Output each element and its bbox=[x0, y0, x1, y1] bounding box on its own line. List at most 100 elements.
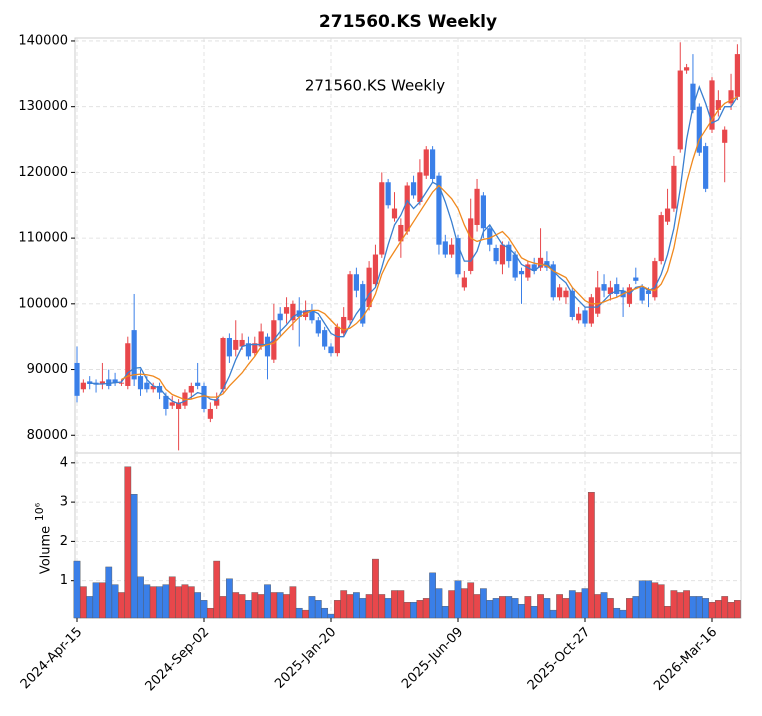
candle-body bbox=[474, 188, 480, 225]
volume-bar bbox=[683, 590, 690, 619]
y-tick-label: 80000 bbox=[27, 428, 68, 443]
volume-bar bbox=[410, 602, 417, 619]
volume-bar bbox=[505, 596, 513, 619]
volume-bar bbox=[365, 594, 373, 619]
x-tick-label: 2025-Jun-09 bbox=[399, 625, 466, 692]
volume-bar bbox=[575, 592, 583, 619]
volume-bar bbox=[391, 590, 398, 619]
candle-body bbox=[201, 385, 207, 409]
candle-body bbox=[715, 100, 721, 110]
volume-bar bbox=[289, 586, 297, 619]
y-tick-label: 110000 bbox=[18, 231, 68, 246]
candle-body bbox=[169, 402, 175, 406]
volume-bar bbox=[302, 609, 309, 619]
volume-bar bbox=[86, 596, 94, 619]
candle-body bbox=[220, 337, 226, 390]
candle-body bbox=[150, 385, 156, 390]
volume-bar bbox=[137, 576, 144, 619]
candle-body bbox=[226, 337, 232, 357]
candle-body bbox=[677, 70, 683, 150]
volume-bar bbox=[638, 580, 646, 619]
volume-bar bbox=[206, 607, 214, 619]
candle-body bbox=[468, 218, 474, 271]
candle-body bbox=[690, 83, 696, 110]
candle-body bbox=[391, 208, 398, 219]
candle-body bbox=[112, 379, 118, 383]
y-tick-label: 130000 bbox=[18, 99, 68, 114]
volume-bar bbox=[124, 466, 132, 619]
candle-body bbox=[118, 382, 125, 384]
candle-body bbox=[696, 106, 702, 153]
candle-body bbox=[550, 264, 556, 298]
candle-body bbox=[664, 208, 671, 222]
candle-body bbox=[576, 313, 582, 321]
candle-body bbox=[264, 336, 271, 357]
volume-bar bbox=[257, 594, 265, 619]
volume-bar bbox=[670, 590, 678, 619]
candle-body bbox=[214, 399, 220, 406]
volume-bar bbox=[270, 592, 278, 619]
volume-bar bbox=[162, 584, 170, 619]
candle-body bbox=[99, 381, 105, 384]
y-tick-label: 120000 bbox=[18, 165, 68, 180]
volume-bar bbox=[626, 598, 633, 619]
y-tick-label: 100000 bbox=[18, 296, 68, 311]
candle-body bbox=[328, 346, 334, 354]
candle-body bbox=[607, 287, 613, 294]
volume-bar bbox=[651, 582, 659, 619]
candle-body bbox=[442, 241, 448, 255]
volume-axis-title: Volume 10⁶ bbox=[33, 502, 54, 574]
x-tick-label: 2024-Apr-15 bbox=[18, 625, 85, 692]
volume-bar bbox=[321, 607, 329, 619]
volume-bar bbox=[118, 592, 125, 619]
volume-bar bbox=[187, 586, 195, 619]
candle-body bbox=[207, 408, 213, 419]
volume-bar bbox=[143, 584, 151, 619]
volume-bar bbox=[200, 600, 208, 619]
volume-bar bbox=[111, 584, 119, 619]
candle-body bbox=[322, 330, 328, 347]
volume-bar bbox=[568, 590, 576, 619]
candle-body bbox=[684, 67, 690, 71]
volume-bar bbox=[340, 590, 348, 619]
volume-bar bbox=[702, 598, 710, 619]
candle-body bbox=[385, 182, 391, 206]
candle-body bbox=[734, 54, 740, 97]
volume-bar bbox=[92, 582, 100, 619]
candle-body bbox=[461, 277, 467, 288]
candle-body bbox=[639, 287, 645, 301]
candle-body bbox=[531, 264, 537, 271]
candle-body bbox=[480, 195, 486, 229]
candle-body bbox=[537, 257, 544, 268]
volume-bar bbox=[441, 606, 449, 619]
volume-bar bbox=[156, 586, 163, 619]
candle-body bbox=[493, 247, 499, 262]
price-panel bbox=[74, 37, 742, 454]
candle-body bbox=[430, 149, 436, 179]
candle-body bbox=[709, 80, 715, 130]
volume-bar bbox=[181, 584, 189, 619]
volume-bar bbox=[486, 600, 494, 619]
candle-body bbox=[728, 90, 734, 104]
candle-body bbox=[195, 382, 201, 386]
volume-bar bbox=[238, 594, 246, 619]
candle-body bbox=[614, 284, 620, 294]
volume-axis-unit: 10⁶ bbox=[33, 502, 46, 521]
volume-bar bbox=[581, 588, 589, 619]
volume-bar bbox=[372, 558, 379, 619]
volume-bar bbox=[378, 594, 386, 619]
volume-bar bbox=[175, 586, 182, 619]
volume-bar bbox=[79, 586, 87, 619]
candle-body bbox=[544, 261, 550, 268]
volume-bar bbox=[600, 592, 608, 619]
candle-body bbox=[74, 362, 80, 396]
candle-body bbox=[569, 290, 575, 317]
volume-bar bbox=[492, 598, 500, 619]
candle-body bbox=[518, 270, 525, 275]
volume-bar bbox=[149, 586, 157, 619]
volume-bar bbox=[676, 592, 684, 619]
candle-body bbox=[582, 310, 588, 324]
candle-body bbox=[379, 182, 385, 255]
volume-bar bbox=[283, 594, 290, 619]
